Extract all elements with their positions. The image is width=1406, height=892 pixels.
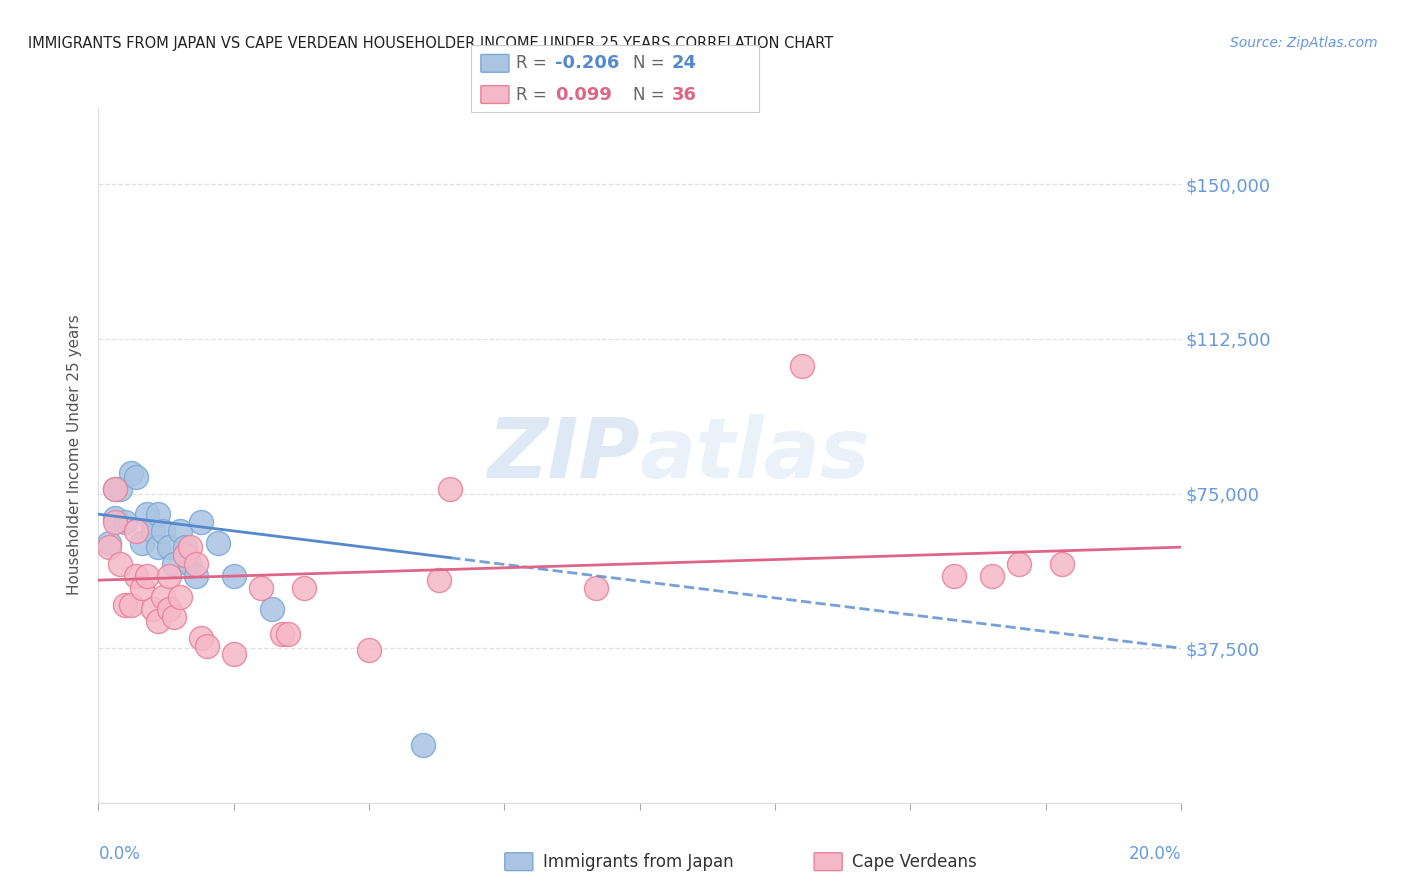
Text: 24: 24 bbox=[672, 54, 697, 72]
Point bbox=[1050, 557, 1073, 571]
Point bbox=[179, 540, 201, 554]
Point bbox=[104, 483, 127, 497]
Point bbox=[292, 582, 315, 596]
Point bbox=[157, 602, 180, 616]
Text: 20.0%: 20.0% bbox=[1129, 845, 1181, 863]
Text: Cape Verdeans: Cape Verdeans bbox=[852, 853, 977, 871]
Point bbox=[146, 507, 169, 521]
Point bbox=[163, 610, 186, 624]
Point bbox=[163, 557, 186, 571]
Point bbox=[271, 626, 294, 640]
Point bbox=[120, 466, 142, 480]
Text: N =: N = bbox=[633, 54, 669, 72]
Point bbox=[125, 470, 148, 484]
Text: atlas: atlas bbox=[640, 415, 870, 495]
Point bbox=[190, 631, 212, 645]
Point bbox=[429, 573, 451, 587]
Point bbox=[98, 536, 121, 550]
Text: R =: R = bbox=[516, 86, 553, 103]
Point bbox=[439, 483, 461, 497]
Point bbox=[359, 643, 381, 657]
Y-axis label: Householder Income Under 25 years: Householder Income Under 25 years bbox=[67, 315, 83, 595]
Point bbox=[114, 598, 136, 612]
Point bbox=[152, 590, 174, 604]
Point bbox=[104, 516, 127, 530]
Point bbox=[146, 540, 169, 554]
Point bbox=[260, 602, 283, 616]
Text: R =: R = bbox=[516, 54, 553, 72]
Point bbox=[131, 582, 153, 596]
Point bbox=[195, 639, 218, 653]
Point bbox=[136, 507, 159, 521]
Point bbox=[585, 582, 607, 596]
Point bbox=[174, 549, 197, 563]
Point bbox=[146, 615, 169, 629]
Point bbox=[980, 569, 1002, 583]
Point bbox=[108, 557, 131, 571]
Point bbox=[412, 738, 434, 752]
Point bbox=[222, 648, 245, 662]
Text: -0.206: -0.206 bbox=[555, 54, 620, 72]
Point bbox=[136, 569, 159, 583]
Point bbox=[184, 569, 207, 583]
Text: 0.0%: 0.0% bbox=[98, 845, 141, 863]
Point bbox=[179, 557, 201, 571]
Text: N =: N = bbox=[633, 86, 669, 103]
Point bbox=[114, 516, 136, 530]
Point bbox=[174, 540, 197, 554]
Point bbox=[222, 569, 245, 583]
Point bbox=[141, 524, 165, 538]
Text: Source: ZipAtlas.com: Source: ZipAtlas.com bbox=[1230, 36, 1378, 50]
Point bbox=[169, 524, 191, 538]
Point bbox=[790, 359, 813, 373]
Point bbox=[1008, 557, 1031, 571]
Point bbox=[98, 540, 121, 554]
Point bbox=[207, 536, 229, 550]
Text: IMMIGRANTS FROM JAPAN VS CAPE VERDEAN HOUSEHOLDER INCOME UNDER 25 YEARS CORRELAT: IMMIGRANTS FROM JAPAN VS CAPE VERDEAN HO… bbox=[28, 36, 834, 51]
Point bbox=[190, 516, 212, 530]
Point bbox=[108, 483, 131, 497]
Point bbox=[157, 540, 180, 554]
Point bbox=[152, 524, 174, 538]
Point bbox=[104, 483, 127, 497]
Point bbox=[184, 557, 207, 571]
Point bbox=[169, 590, 191, 604]
Point bbox=[141, 602, 165, 616]
Point bbox=[104, 511, 127, 525]
Point bbox=[277, 626, 299, 640]
Text: 0.099: 0.099 bbox=[555, 86, 612, 103]
Point bbox=[157, 569, 180, 583]
Point bbox=[120, 598, 142, 612]
Point bbox=[250, 582, 273, 596]
Point bbox=[942, 569, 965, 583]
Text: Immigrants from Japan: Immigrants from Japan bbox=[543, 853, 734, 871]
Text: ZIP: ZIP bbox=[486, 415, 640, 495]
Text: 36: 36 bbox=[672, 86, 697, 103]
Point bbox=[125, 569, 148, 583]
Point bbox=[125, 524, 148, 538]
Point bbox=[131, 536, 153, 550]
